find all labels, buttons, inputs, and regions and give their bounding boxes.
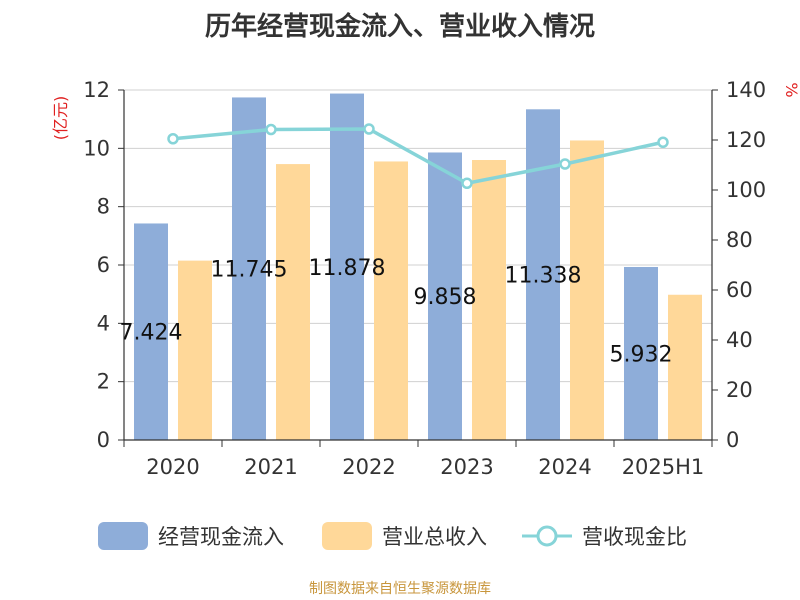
source-note: 制图数据来自恒生聚源数据库 [309,581,491,597]
point-ratio-2024[interactable] [559,158,571,170]
point-ratio-2025H1[interactable] [657,136,669,148]
right-tick-label-4: 80 [726,228,753,252]
legend-label-revenue: 营业总收入 [382,525,487,549]
left-tick-label-3: 6 [97,253,110,277]
x-tick-label-2022: 2022 [342,455,395,479]
legend-label-cash-inflow: 经营现金流入 [158,525,284,549]
data-label-cash-inflow-2021: 11.745 [211,258,288,283]
label-layer: 7.424 11.745 11.878 9.858 11.338 5.932 [120,256,673,368]
point-ratio-2023[interactable] [461,177,473,189]
right-tick-label-7: 140 [726,78,766,102]
chart-title: 历年经营现金流入、营业收入情况 [204,12,595,42]
bar-cash-inflow-2023[interactable] [428,152,462,440]
bar-cash-inflow-2025H1[interactable] [624,266,658,440]
data-label-cash-inflow-2025H1: 5.932 [610,342,673,367]
data-label-cash-inflow-2024: 11.338 [505,264,582,289]
point-ratio-2022[interactable] [363,123,375,135]
right-tick-label-1: 20 [726,378,753,402]
bar-revenue-2021[interactable] [276,164,310,441]
bar-revenue-2022[interactable] [374,161,408,441]
bar-revenue-2020[interactable] [178,260,212,440]
bar-revenue-2023[interactable] [472,160,506,440]
legend-item-cash-inflow[interactable]: 经营现金流入 [98,519,284,553]
legend-swatch-revenue [322,522,372,550]
right-tick-label-2: 40 [726,328,753,352]
right-tick-label-3: 60 [726,278,753,302]
legend: 经营现金流入 营业总收入 营收现金比 [0,519,800,553]
left-tick-label-0: 0 [97,428,110,452]
x-tick-label-2020: 2020 [146,455,199,479]
data-label-cash-inflow-2023: 9.858 [414,285,477,310]
right-axis-unit: % [782,82,800,97]
legend-swatch-cash-inflow [98,522,148,550]
legend-item-revenue[interactable]: 营业总收入 [322,519,487,553]
data-label-cash-inflow-2020: 7.424 [120,321,183,346]
bar-revenue-2024[interactable] [570,140,604,441]
left-tick-label-4: 8 [97,195,110,219]
legend-swatch-ratio [522,525,572,547]
x-tick-label-2021: 2021 [244,455,297,479]
left-tick-label-1: 2 [97,370,110,394]
line-layer [167,123,669,189]
left-tick-label-5: 10 [83,136,110,160]
bar-cash-inflow-2022[interactable] [330,93,364,440]
right-tick-label-5: 100 [726,178,766,202]
line-ratio [172,127,664,186]
x-tick-label-2023: 2023 [440,455,493,479]
point-ratio-2020[interactable] [167,133,179,145]
right-tick-label-6: 120 [726,128,766,152]
right-tick-label-0: 0 [726,428,739,452]
left-tick-label-2: 4 [97,311,110,335]
bar-cash-inflow-2021[interactable] [232,97,266,440]
left-axis-unit: (亿元) [51,96,70,141]
x-tick-label-2024: 2024 [538,455,591,479]
bars-layer [134,93,702,441]
left-tick-label-6: 12 [83,78,110,102]
bar-cash-inflow-2020[interactable] [134,223,168,440]
legend-item-ratio[interactable]: 营收现金比 [522,519,687,553]
point-ratio-2021[interactable] [265,123,277,136]
x-tick-label-2025H1: 2025H1 [622,455,705,479]
legend-label-ratio: 营收现金比 [582,525,687,549]
grid-layer [124,89,712,383]
bar-revenue-2025H1[interactable] [668,294,702,440]
data-label-cash-inflow-2022: 11.878 [309,256,386,281]
